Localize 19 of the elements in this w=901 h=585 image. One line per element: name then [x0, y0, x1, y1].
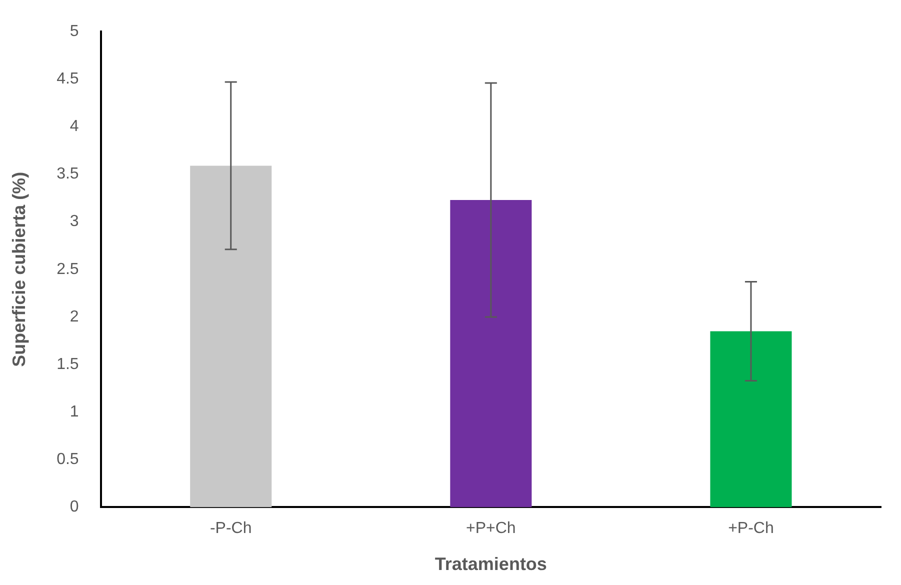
- bar: [450, 200, 532, 508]
- y-tick-label: 1.5: [56, 356, 79, 373]
- y-tick-label: 2.5: [56, 260, 79, 278]
- y-tick-label: 4: [70, 118, 79, 136]
- y-tick-label: 1: [70, 403, 79, 420]
- x-tick-label: -P-Ch: [210, 520, 252, 538]
- x-tick-label: +P-Ch: [728, 520, 774, 538]
- y-tick-label: 5: [70, 23, 79, 40]
- y-tick-label: 3.5: [56, 166, 79, 183]
- y-tick-label: 4.5: [56, 70, 79, 88]
- y-tick-label: 2: [70, 308, 79, 326]
- x-axis-title: Tratamientos: [434, 554, 547, 574]
- y-axis-title: Superficie cubierta (%): [8, 172, 29, 367]
- y-tick-label: 0.5: [56, 451, 79, 468]
- bar: [190, 166, 272, 508]
- y-tick-label: 3: [70, 213, 79, 230]
- x-tick-label: +P+Ch: [466, 520, 516, 538]
- bar: [710, 331, 792, 508]
- y-tick-label: 0: [70, 498, 79, 516]
